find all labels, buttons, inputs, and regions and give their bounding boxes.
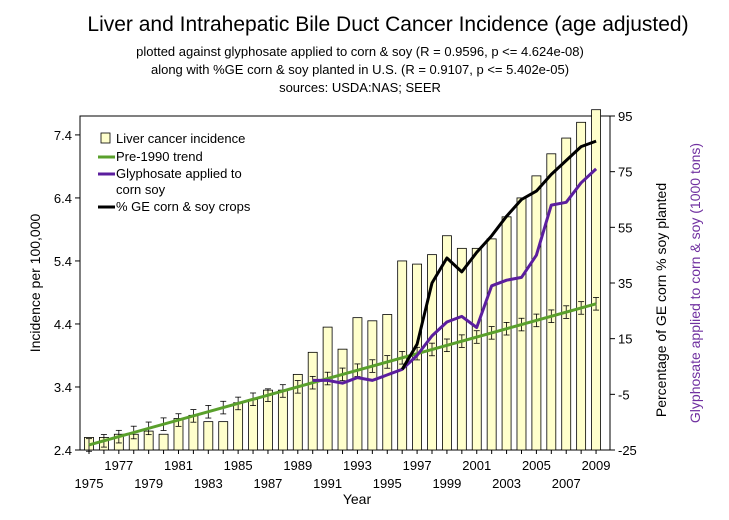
legend-label-glyphosate-line2: corn soy xyxy=(116,182,166,197)
bar-2006 xyxy=(546,153,557,451)
legend-label-bars: Liver cancer incidence xyxy=(116,131,245,146)
bar-1986 xyxy=(248,399,258,451)
chart-subtitle-2: along with %GE corn & soy planted in U.S… xyxy=(151,62,569,77)
left-tick-label-6.4: 6.4 xyxy=(54,191,72,206)
x-tick-label-2005: 2005 xyxy=(522,458,551,473)
x-tick-label-1997: 1997 xyxy=(403,458,432,473)
legend-label-glyphosate: Glyphosate applied to xyxy=(116,166,242,181)
bar-1993 xyxy=(352,317,363,451)
x-axis-label: Year xyxy=(343,491,372,507)
bar-1995 xyxy=(382,314,393,451)
y-axis-label-right-2: Glyphosate applied to corn & soy (1000 t… xyxy=(687,143,703,423)
chart-subtitle-1: plotted against glyphosate applied to co… xyxy=(136,44,584,59)
bar-1983 xyxy=(203,421,214,451)
ge-crops-line xyxy=(400,139,597,371)
lines-layer xyxy=(86,139,600,452)
x-tick-label-1979: 1979 xyxy=(134,476,163,491)
bar-2000 xyxy=(456,247,467,451)
right-tick-label-15: 15 xyxy=(618,332,632,347)
left-tick-label-5.4: 5.4 xyxy=(54,254,72,269)
x-tick-label-2009: 2009 xyxy=(582,458,611,473)
bar-1980 xyxy=(158,433,169,451)
legend-label-trend: Pre-1990 trend xyxy=(116,149,203,164)
bar-1994 xyxy=(367,320,378,451)
x-tick-label-1985: 1985 xyxy=(224,458,253,473)
x-tick-label-2007: 2007 xyxy=(552,476,581,491)
x-tick-label-1995: 1995 xyxy=(373,476,402,491)
bar-1988 xyxy=(277,389,288,451)
bar-1990 xyxy=(307,351,318,451)
y-axis-label-left: Incidence per 100,000 xyxy=(27,214,43,353)
x-tick-label-1987: 1987 xyxy=(253,476,282,491)
legend-swatch-bars xyxy=(100,132,111,144)
legend-label-ge: % GE corn & soy crops xyxy=(116,199,251,214)
right-tick-label-95: 95 xyxy=(618,109,632,124)
x-tick-label-1981: 1981 xyxy=(164,458,193,473)
bar-2002 xyxy=(486,238,497,451)
left-tick-label-7.4: 7.4 xyxy=(54,128,72,143)
x-tick-label-1983: 1983 xyxy=(194,476,223,491)
bar-1984 xyxy=(218,421,229,451)
x-tick-label-2003: 2003 xyxy=(492,476,521,491)
x-tick-label-1977: 1977 xyxy=(104,458,133,473)
left-tick-label-2.4: 2.4 xyxy=(54,443,72,458)
bar-2001 xyxy=(471,247,482,451)
left-tick-label-3.4: 3.4 xyxy=(54,380,72,395)
glyphosate-line xyxy=(312,167,598,385)
x-tick-label-2001: 2001 xyxy=(462,458,491,473)
x-tick-label-1975: 1975 xyxy=(75,476,104,491)
x-tick-label-1991: 1991 xyxy=(313,476,342,491)
bar-2007 xyxy=(561,137,572,451)
bar-1991 xyxy=(322,326,333,451)
right-tick-label-75: 75 xyxy=(618,165,632,180)
x-tick-label-1989: 1989 xyxy=(283,458,312,473)
legend: Liver cancer incidence Pre-1990 trend Gl… xyxy=(98,131,251,214)
right-tick-label-55: 55 xyxy=(618,220,632,235)
chart-subtitle-3: sources: USDA:NAS; SEER xyxy=(279,80,441,95)
bar-2008 xyxy=(576,121,587,451)
right-tick-label--5: -5 xyxy=(618,387,630,402)
ticks-layer: 2.4 3.4 4.4 5.4 6.4 7.4 -25 -5 15 35 55 75 95 1977 198… xyxy=(54,109,637,491)
x-tick-label-1999: 1999 xyxy=(432,476,461,491)
y-axis-label-right-1: Percentage of GE corn % soy planted xyxy=(653,183,669,417)
x-tick-label-1993: 1993 xyxy=(343,458,372,473)
trend-line xyxy=(88,302,597,447)
bar-2005 xyxy=(531,175,542,451)
right-tick-label--25: -25 xyxy=(618,443,637,458)
bar-2009 xyxy=(591,109,601,451)
left-tick-label-4.4: 4.4 xyxy=(54,317,72,332)
chart-title: Liver and Intrahepatic Bile Duct Cancer … xyxy=(87,13,688,36)
right-tick-label-35: 35 xyxy=(618,276,632,291)
bar-1992 xyxy=(337,348,348,451)
